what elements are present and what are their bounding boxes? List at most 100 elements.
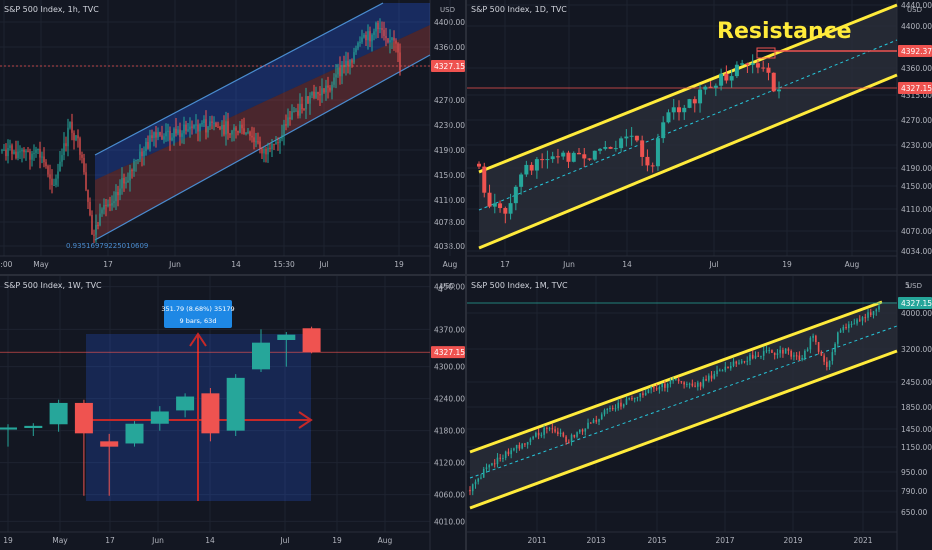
candle-body — [592, 150, 597, 160]
candle-body — [510, 450, 512, 455]
candle-body — [499, 457, 501, 459]
y-tick-label: 4000.00 — [901, 309, 932, 318]
candle-body — [629, 135, 634, 137]
candle-body — [534, 159, 539, 171]
candle-body — [99, 213, 101, 226]
candle-body — [265, 148, 267, 155]
candle-body — [139, 151, 141, 160]
candle-body — [740, 63, 745, 65]
last-price-label: 4327.15 — [434, 348, 465, 357]
candle-body — [303, 109, 305, 111]
candle-body — [93, 234, 95, 236]
candle-body — [713, 374, 716, 379]
chart-1h[interactable]: USD4400.004360.004315.004270.004230.0041… — [0, 0, 465, 274]
candle-body — [363, 34, 365, 38]
candle-body — [790, 350, 792, 357]
last-price-label-bg — [431, 346, 465, 359]
candle-body — [3, 149, 5, 151]
y-tick-label: 4190.00 — [901, 164, 932, 173]
candle-body — [195, 124, 197, 126]
candle-body — [488, 465, 491, 468]
candle-body — [201, 123, 203, 125]
candle-body — [603, 146, 608, 149]
candle-body — [845, 326, 847, 329]
candle-body — [598, 148, 603, 151]
pane-divider-horizontal[interactable] — [0, 274, 932, 276]
candle-body — [513, 186, 518, 204]
candle-body — [850, 323, 853, 325]
candle-body — [546, 427, 548, 429]
x-tick-label: 14 — [622, 260, 632, 269]
candle-body — [187, 129, 189, 131]
candle-body — [101, 209, 103, 214]
candle-body — [211, 121, 213, 123]
candle-body — [675, 379, 677, 381]
candle-body — [59, 161, 61, 172]
channel-fill — [470, 302, 897, 508]
candle-body — [215, 122, 217, 127]
chart-1w[interactable]: USD4450.004370.004300.004240.004180.0041… — [0, 276, 465, 550]
x-tick-label: May — [33, 260, 49, 269]
y-tick-label: 4440.00 — [901, 1, 932, 10]
candle-body — [815, 335, 817, 343]
candle-body — [255, 141, 257, 143]
y-tick-label: 4360.00 — [901, 64, 932, 73]
candle-body — [491, 463, 493, 466]
x-tick-label: Jun — [151, 536, 164, 545]
candle-body — [113, 201, 115, 204]
candle-body — [185, 124, 187, 131]
candle-body — [226, 377, 245, 431]
candle-body — [864, 317, 867, 319]
pane-1w[interactable]: USD 4450.00 4370.00 4300.00 4240.00 4180.00 41… — [0, 276, 465, 550]
candle-body — [253, 137, 255, 142]
candle-body — [606, 409, 609, 411]
candle-body — [677, 107, 681, 113]
candle-body — [617, 402, 620, 409]
candle-body — [555, 156, 560, 158]
candle-body — [738, 362, 740, 364]
candle-body — [568, 441, 570, 443]
candle-body — [746, 360, 749, 362]
candle-body — [19, 151, 21, 153]
candle-body — [529, 164, 534, 171]
pane-1m[interactable]: USD 4000.00 3200.00 2450.00 1850.00 1450.00 11… — [467, 276, 932, 550]
candle-body — [333, 77, 335, 85]
pane-1d[interactable]: USD 4440.00 4400.00 4360.00 4315.00 4270.00 42… — [467, 0, 932, 274]
channel-fib-annotation: 0.93516979225010609 — [66, 242, 148, 250]
candle-body — [688, 383, 691, 385]
candle-body — [661, 122, 666, 139]
candle-body — [279, 138, 281, 144]
last-price-label-bg — [431, 60, 465, 72]
candle-body — [47, 166, 49, 175]
candle-body — [493, 463, 496, 465]
candle-body — [329, 87, 331, 91]
candle-body — [708, 86, 713, 88]
candle-body — [321, 88, 323, 96]
candle-body — [252, 342, 270, 370]
candle-body — [719, 73, 724, 86]
candle-body — [713, 85, 718, 88]
candle-body — [551, 428, 554, 430]
candle-body — [89, 201, 91, 216]
candle-body — [109, 204, 111, 206]
candle-body — [519, 174, 524, 187]
candle-body — [762, 351, 765, 356]
candle-body — [581, 429, 584, 432]
chart-1m[interactable]: USD 4000.00 3200.00 2450.00 1850.00 1450.00 11… — [467, 276, 932, 550]
x-tick-label: 17 — [500, 260, 510, 269]
candle-body — [694, 385, 696, 387]
candle-body — [513, 448, 515, 451]
candle-body — [645, 156, 650, 166]
y-tick-label-top: 4 — [438, 285, 443, 294]
candle-body — [603, 410, 606, 415]
candle-body — [85, 172, 87, 190]
candle-body — [369, 31, 371, 42]
currency-label: USD — [440, 282, 455, 290]
candle-body — [17, 151, 19, 159]
candle-body — [151, 135, 153, 139]
candle-body — [277, 334, 296, 340]
candle-body — [740, 361, 743, 363]
pane-title: S&P 500 Index, 1W, TVC — [4, 281, 102, 290]
pane-1h[interactable]: USD4400.004360.004315.004270.004230.0041… — [0, 0, 465, 274]
